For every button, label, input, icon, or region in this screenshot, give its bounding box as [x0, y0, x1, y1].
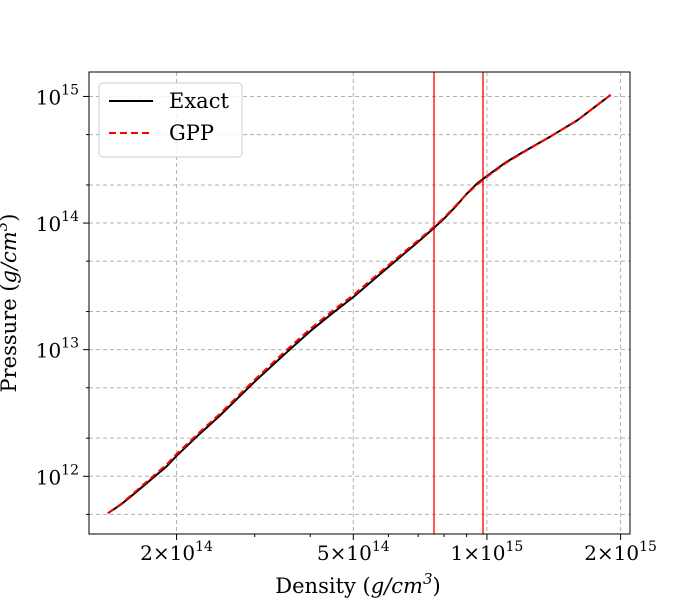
x-tick-coef: 1	[451, 541, 464, 565]
y-tick-base: 10	[36, 339, 61, 363]
grid-layer	[89, 72, 630, 534]
x-tick-exp: 14	[372, 539, 390, 555]
x-tick-coef: 2	[584, 541, 597, 565]
x-tick-coef: 2	[140, 541, 153, 565]
x-axis-title-close: )	[433, 574, 441, 598]
x-axis-title: Density (g/cm3)	[275, 570, 440, 598]
y-tick-exp: 12	[61, 462, 79, 478]
y-tick-label: 1015	[36, 82, 79, 109]
y-tick-label: 1014	[36, 209, 79, 236]
y-tick-base: 10	[36, 212, 61, 236]
x-tick-base: ×10	[153, 541, 195, 565]
y-tick-label: 1013	[36, 336, 79, 363]
x-tick-exp: 15	[639, 539, 657, 555]
x-axis-title-text: Density (	[275, 574, 370, 598]
vertical-lines-layer	[433, 72, 484, 534]
y-tick-exp: 14	[61, 209, 79, 225]
axis-title-layer: Density (g/cm3)Pressure (g/cm3)	[0, 214, 441, 598]
y-axis-title-unit: g/cm	[0, 231, 21, 283]
y-axis-title-close: )	[0, 214, 21, 222]
y-axis-title-exp: 3	[0, 222, 11, 232]
series-layer	[107, 94, 612, 515]
y-axis-title-text: Pressure (	[0, 283, 21, 392]
x-tick-base: ×10	[330, 541, 372, 565]
x-tick-coef: 5	[317, 541, 330, 565]
x-tick-label: 1×1015	[451, 539, 524, 565]
x-axis-title-unit: g/cm	[371, 574, 423, 598]
y-tick-base: 10	[36, 465, 61, 489]
y-tick-base: 10	[36, 85, 61, 109]
x-tick-base: ×10	[463, 541, 505, 565]
y-tick-label: 1012	[36, 462, 79, 489]
legend-label: Exact	[169, 89, 229, 113]
x-tick-base: ×10	[597, 541, 639, 565]
x-tick-exp: 14	[195, 539, 213, 555]
y-axis-title: Pressure (g/cm3)	[0, 214, 21, 393]
y-tick-exp: 15	[61, 82, 79, 98]
x-tick-exp: 15	[505, 539, 523, 555]
tick-layer	[83, 95, 622, 540]
series-line-gpp	[107, 94, 612, 515]
series-line-exact	[107, 94, 612, 515]
x-tick-label: 5×1014	[317, 539, 390, 565]
legend: Exact GPP	[98, 82, 243, 158]
x-tick-label: 2×1015	[584, 539, 657, 565]
y-tick-exp: 13	[61, 336, 79, 352]
legend-label: GPP	[169, 121, 214, 145]
x-axis-title-exp: 3	[423, 570, 433, 588]
x-tick-label: 2×1014	[140, 539, 213, 565]
plot-frame	[88, 71, 631, 535]
